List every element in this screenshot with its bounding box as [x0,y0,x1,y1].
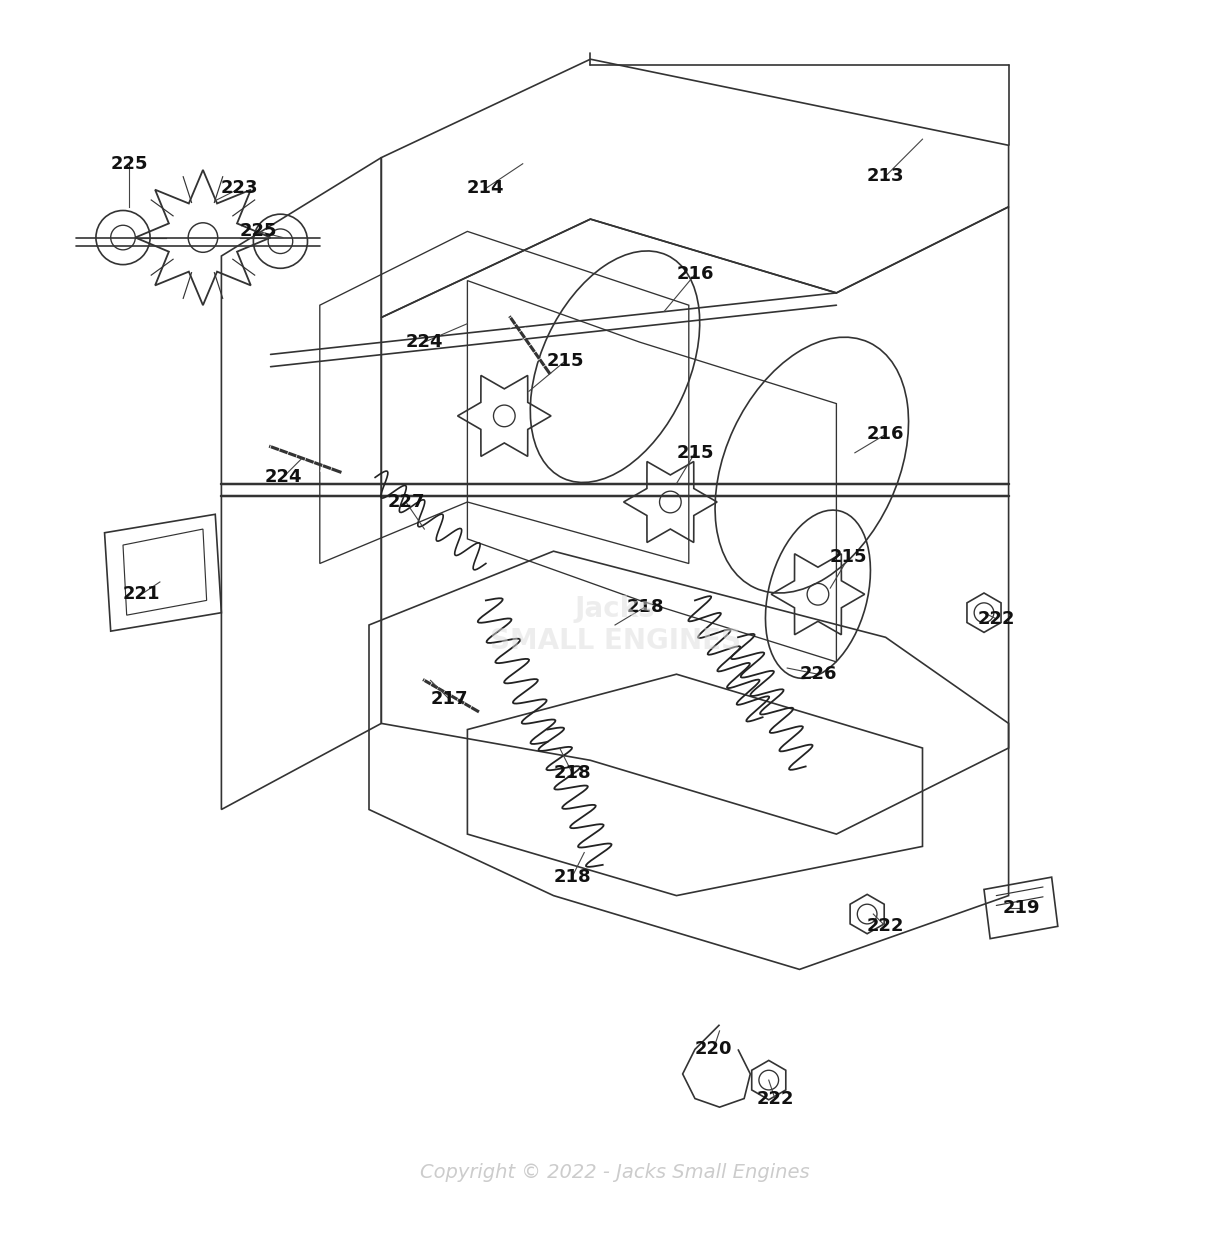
Text: 225: 225 [111,155,148,172]
Text: 215: 215 [547,351,584,370]
Text: 222: 222 [756,1090,793,1108]
Text: 216: 216 [867,425,904,444]
Text: 224: 224 [406,332,443,351]
Text: 222: 222 [867,918,904,935]
Text: 221: 221 [123,585,160,604]
Text: Copyright © 2022 - Jacks Small Engines: Copyright © 2022 - Jacks Small Engines [421,1162,809,1181]
Text: 219: 219 [1002,899,1039,918]
Text: Jacks
SMALL ENGINES: Jacks SMALL ENGINES [490,595,740,655]
Text: 216: 216 [676,265,713,284]
Text: 226: 226 [800,665,836,684]
Text: 218: 218 [627,598,664,615]
Text: 217: 217 [430,690,467,708]
Text: 215: 215 [676,444,713,461]
Text: 223: 223 [221,179,258,198]
Text: 213: 213 [867,168,904,185]
Text: 222: 222 [978,610,1015,628]
Text: 227: 227 [387,492,424,511]
Text: 220: 220 [695,1040,732,1059]
Text: 215: 215 [830,549,867,566]
Text: 225: 225 [240,222,277,240]
Text: 218: 218 [554,869,590,886]
Text: 224: 224 [264,469,301,486]
Text: 214: 214 [467,179,504,198]
Text: 218: 218 [554,764,590,781]
